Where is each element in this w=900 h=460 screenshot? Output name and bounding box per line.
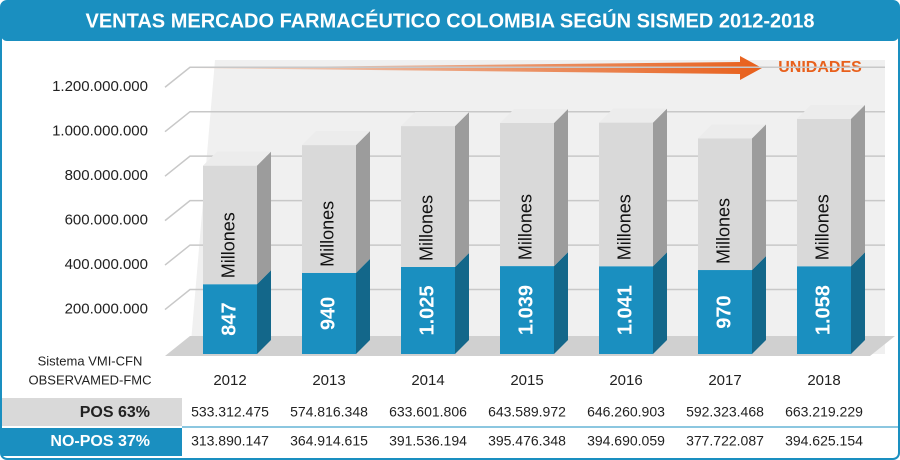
bar-top xyxy=(698,124,766,139)
bar xyxy=(203,165,257,285)
bar xyxy=(302,272,356,354)
bar xyxy=(500,266,554,354)
bar-top xyxy=(599,108,667,123)
bar-side xyxy=(554,252,568,354)
bar xyxy=(599,122,653,267)
bar xyxy=(797,266,851,354)
y-tick-label: 1.200.000.000 xyxy=(52,78,148,95)
table-value: 395.476.348 xyxy=(488,433,566,449)
bar-side xyxy=(752,124,766,271)
source-line: Sistema VMI-CFN xyxy=(38,353,143,368)
y-tick-label: 600.000.000 xyxy=(65,212,148,229)
chart-title: VENTAS MERCADO FARMACÉUTICO COLOMBIA SEG… xyxy=(86,8,815,32)
row-label: NO-POS 37% xyxy=(50,433,150,450)
bar-top xyxy=(302,131,370,146)
total-unit: Millones xyxy=(417,195,437,261)
bar xyxy=(401,266,455,354)
total-label: 1.039 xyxy=(515,285,537,335)
y-tick-label: 400.000.000 xyxy=(65,256,148,273)
bar-side xyxy=(851,104,865,267)
x-tick-label: 2015 xyxy=(510,372,543,389)
bar-side xyxy=(356,258,370,354)
table-value: 364.914.615 xyxy=(290,433,368,449)
bar-side xyxy=(455,112,469,267)
table-value: 592.323.468 xyxy=(686,404,764,420)
table-value: 633.601.806 xyxy=(389,404,467,420)
table-value: 394.625.154 xyxy=(785,433,863,449)
total-label: 847 xyxy=(218,302,240,335)
table-value: 394.690.059 xyxy=(587,433,665,449)
bar xyxy=(797,118,851,267)
total-label: 1.025 xyxy=(416,285,438,335)
bar-top xyxy=(401,112,469,127)
bar-top xyxy=(500,109,568,124)
bar xyxy=(698,270,752,354)
x-tick-label: 2014 xyxy=(411,372,444,389)
y-tick-label: 200.000.000 xyxy=(65,301,148,318)
table-value: 646.260.903 xyxy=(587,404,665,420)
table-value: 663.219.229 xyxy=(785,404,863,420)
table-value: 533.312.475 xyxy=(191,404,269,420)
row-label-bg xyxy=(2,428,182,456)
source-line: OBSERVAMED-FMC xyxy=(28,372,151,387)
x-tick-label: 2016 xyxy=(609,372,642,389)
total-unit: Millones xyxy=(219,212,239,278)
total-label: 940 xyxy=(317,297,339,330)
total-unit: Millones xyxy=(615,194,635,260)
bar-top xyxy=(797,104,865,119)
row-label-bg xyxy=(2,398,182,426)
y-tick-label: 800.000.000 xyxy=(65,167,148,184)
bar xyxy=(302,145,356,273)
total-unit: Millones xyxy=(516,194,536,260)
table-value: 391.536.194 xyxy=(389,433,467,449)
grid-line xyxy=(164,66,885,88)
table-value: 377.722.087 xyxy=(686,433,764,449)
x-tick-label: 2018 xyxy=(807,372,840,389)
row-label: POS 63% xyxy=(80,404,150,421)
table-value: 574.816.348 xyxy=(290,404,368,420)
total-label: 1.041 xyxy=(614,285,636,335)
total-label: 970 xyxy=(713,295,735,328)
bar xyxy=(698,138,752,271)
bar-side xyxy=(455,252,469,354)
bar-side xyxy=(653,108,667,267)
bar-side xyxy=(257,151,271,285)
bar xyxy=(500,123,554,267)
bar xyxy=(401,126,455,267)
bar xyxy=(599,266,653,354)
table-value: 643.589.972 xyxy=(488,404,566,420)
y-tick-label: 1.000.000.000 xyxy=(52,123,148,140)
total-unit: Millones xyxy=(714,198,734,264)
bar-side xyxy=(356,131,370,273)
total-unit: Millones xyxy=(318,201,338,267)
trend-arrow xyxy=(190,56,762,80)
bar-side xyxy=(752,256,766,354)
x-tick-label: 2012 xyxy=(213,372,246,389)
total-label: 1.058 xyxy=(812,285,834,335)
bar-top xyxy=(203,151,271,166)
bar-side xyxy=(257,270,271,354)
bar-side xyxy=(851,252,865,354)
table-value: 313.890.147 xyxy=(191,433,269,449)
x-tick-label: 2013 xyxy=(312,372,345,389)
total-unit: Millones xyxy=(813,194,833,260)
title-bar xyxy=(1,1,899,41)
bar-side xyxy=(554,109,568,267)
x-tick-label: 2017 xyxy=(708,372,741,389)
bar xyxy=(203,284,257,354)
bar-side xyxy=(653,252,667,354)
